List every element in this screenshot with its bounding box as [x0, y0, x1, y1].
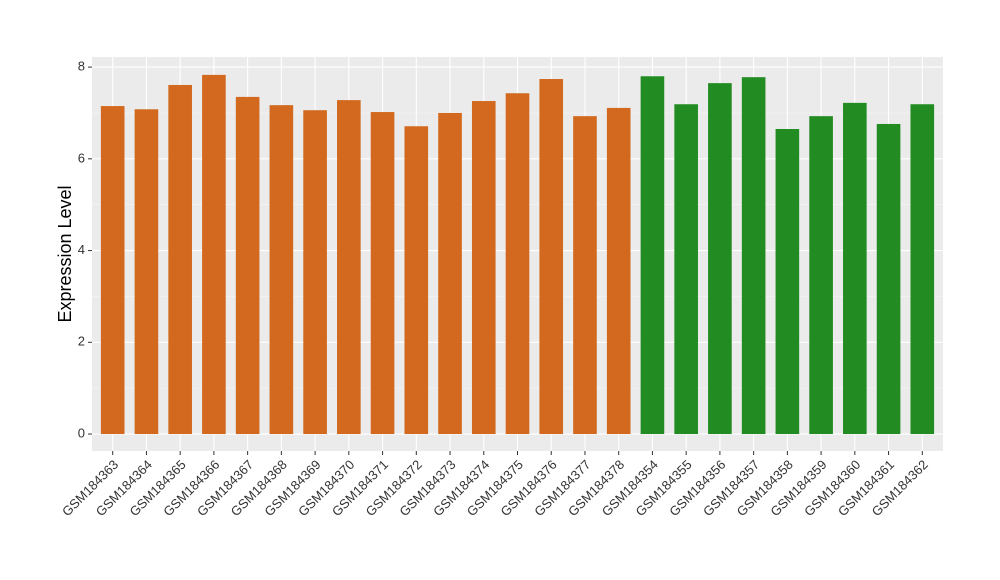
bar [100, 106, 125, 435]
bar [438, 112, 462, 435]
bar [809, 116, 833, 435]
bar [134, 109, 159, 435]
y-tick-label: 6 [78, 150, 85, 165]
bar [775, 129, 800, 435]
y-tick-label: 4 [78, 242, 85, 257]
y-axis-title: Expression Level [55, 185, 75, 322]
bar [910, 104, 935, 435]
bar [539, 79, 564, 435]
bar [269, 105, 294, 435]
y-tick-label: 2 [78, 334, 85, 349]
bar [202, 74, 226, 435]
bar [606, 107, 631, 435]
bar [674, 104, 698, 435]
bar [843, 102, 867, 435]
bar [235, 96, 260, 435]
bar [337, 100, 361, 435]
y-tick-label: 8 [78, 59, 85, 74]
bar [708, 83, 732, 435]
bar [505, 93, 530, 435]
bar [168, 84, 192, 435]
bar [370, 112, 395, 435]
bar [640, 76, 665, 435]
y-tick-label: 0 [78, 425, 85, 440]
bar [404, 126, 429, 435]
bar [303, 110, 327, 435]
bar [573, 116, 597, 435]
bar [741, 77, 766, 435]
bar [471, 101, 496, 435]
bar [876, 123, 901, 435]
